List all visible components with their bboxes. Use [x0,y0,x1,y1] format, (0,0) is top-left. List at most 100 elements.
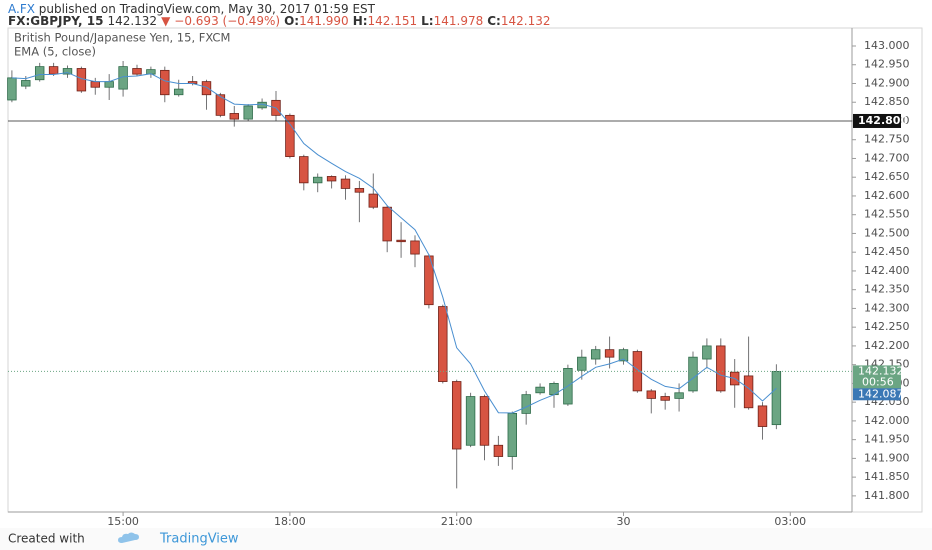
candle-body [757,405,768,427]
candle-body [674,392,684,399]
candle-body [507,413,517,457]
crosshair-label-box [853,113,901,128]
candle-body [396,239,406,243]
candle-body [340,178,351,189]
candle-body [618,349,629,362]
h-label: H: [353,14,368,28]
y-tick-label: 141.800 [864,489,910,502]
ema-line [11,72,777,414]
last: 142.132 [107,14,157,28]
candle-body [479,396,490,446]
y-tick-label: 141.950 [864,433,910,446]
y-tick-label: 142.650 [864,170,910,183]
candle-body [48,66,59,75]
y-tick-label: 142.300 [864,301,910,314]
candle-body [34,66,45,81]
x-tick-label: 03:00 [774,515,806,528]
change: −0.693 (−0.49%) [174,14,280,28]
x-tick-label: 18:00 [274,515,306,528]
candle-body [104,81,114,88]
last-price-label: 142.132 [858,364,904,377]
o-value: 141.990 [299,14,349,28]
ema-price-box [853,388,901,401]
y-tick-label: 143.000 [864,39,910,52]
footer-created: Created with [8,532,85,546]
frame [7,27,923,513]
candle-body [590,349,601,360]
o-label: O: [284,14,299,28]
x-tick-label: 15:00 [107,515,139,528]
last-price-box [853,365,901,389]
candle-body [326,176,337,182]
candle-body [90,81,101,88]
candle-body [382,206,392,242]
candle-body [173,88,184,96]
x-tick-label: 30 [616,515,630,528]
y-tick-label: 142.000 [864,414,910,427]
c-label: C: [487,14,501,28]
footer-brand[interactable]: TradingView [159,532,239,547]
legend-title: British Pound/Japanese Yen, 15, FXCM [14,31,230,45]
y-tick-label: 142.550 [864,208,910,221]
y-tick-label: 142.900 [864,76,910,89]
candle-body [451,381,462,450]
crosshair-label: 142.800 [858,114,908,127]
candle-body [229,113,239,120]
candle-body [646,390,656,399]
candle-body [716,345,726,392]
y-tick-label: 142.400 [864,264,910,277]
candle-body [354,188,365,193]
candle-body [160,69,170,96]
candle-body [312,176,323,184]
candle-body [368,193,378,208]
symbol: FX:GBPJPY, 15 [8,14,103,28]
brand-logo [118,532,139,543]
symbol-line: FX:GBPJPY, 15 142.132 ▼ −0.693 (−0.49%) O:14… [8,14,550,28]
x-tick-label: 21:00 [441,515,473,528]
y-tick-label: 142.850 [864,95,910,108]
candle-body [577,356,587,371]
candle-body [7,77,17,101]
y-tick-label: 141.850 [864,470,910,483]
y-tick-label: 142.200 [864,339,910,352]
candle-body [493,444,504,457]
countdown: 00:56 [862,375,894,388]
candle-body [201,81,212,96]
l-label: L: [421,14,433,28]
y-tick-label: 142.450 [864,245,910,258]
candle-body [215,94,226,116]
candle-body [438,306,448,382]
candle-body [604,349,615,358]
y-tick-label: 142.500 [864,226,910,239]
candle-body [743,375,754,409]
candle-body [410,240,420,255]
published: published on TradingView.com, May 30, 20… [35,2,376,16]
y-tick-label: 142.700 [864,151,910,164]
candle-body [62,68,73,75]
arrow: ▼ [161,14,171,28]
candle-body [771,371,782,426]
candle-body [660,396,670,401]
y-tick-label: 142.750 [864,133,910,146]
y-tick-label: 142.600 [864,189,910,202]
candle-body [535,386,545,394]
h-value: 142.151 [368,14,418,28]
candle-body [702,345,712,360]
candle-body [521,394,531,414]
author[interactable]: A.FX [8,2,35,16]
candle-body [132,68,142,75]
y-tick-label: 142.350 [864,283,910,296]
c-value: 142.132 [501,14,551,28]
y-tick-label: 141.900 [864,451,910,464]
footer-bar [0,528,932,550]
candle-body [21,80,31,87]
candle-body [465,396,476,446]
candle-body [285,114,295,157]
l-value: 141.978 [434,14,484,28]
candle-body [243,105,253,120]
published-line: A.FX published on TradingView.com, May 3… [8,2,376,16]
ema-price-label: 142.087 [858,387,904,400]
y-tick-label: 142.250 [864,320,910,333]
